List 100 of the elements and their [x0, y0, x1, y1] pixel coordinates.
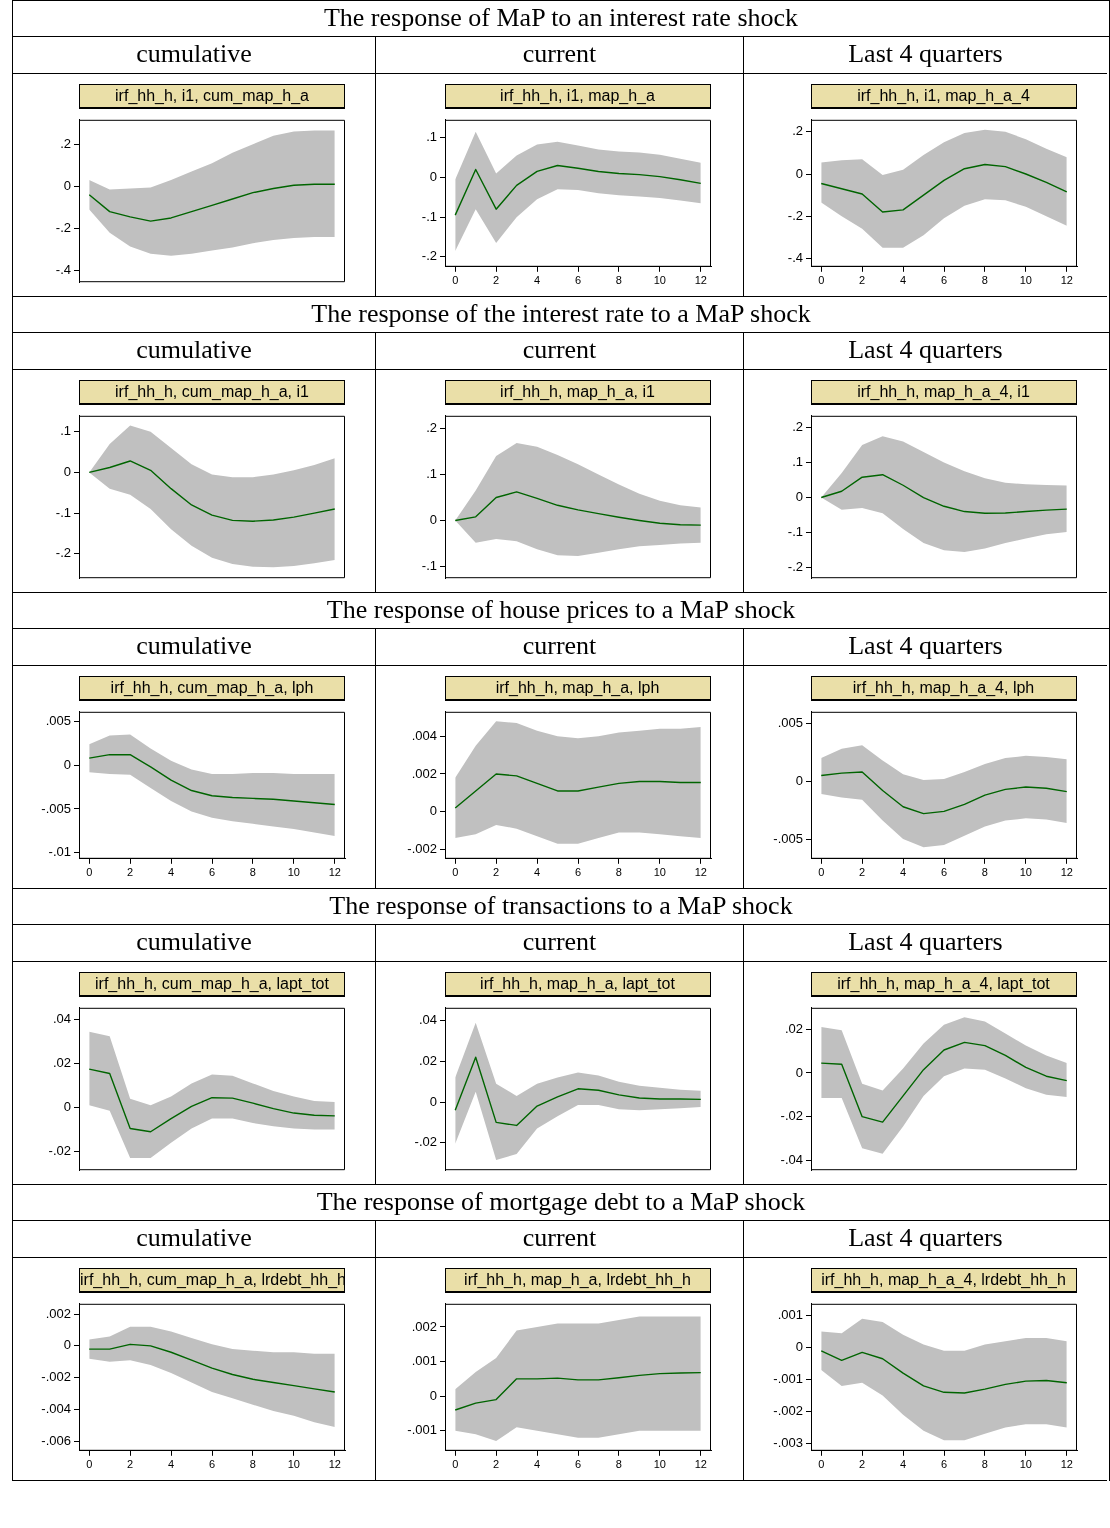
- text: The response of the interest rate to a MaP shock: [311, 299, 811, 328]
- x-tick-label: 0: [817, 866, 824, 879]
- y-tick-label: -.003: [772, 1435, 803, 1451]
- x-tick-label: 12: [1060, 1458, 1073, 1471]
- y-tick-label: .02: [418, 1052, 437, 1068]
- chart-title: irf_hh_h, map_h_a, lapt_tot: [444, 972, 711, 997]
- y-tick-label: 0: [795, 489, 803, 505]
- x-tick-label: 6: [940, 866, 947, 879]
- y-tick-label: -.005: [772, 830, 803, 846]
- x-tick-label: 12: [1060, 274, 1073, 287]
- x-tick-label: 12: [328, 866, 341, 879]
- x-tick-label: 8: [615, 274, 622, 287]
- chart-title: irf_hh_h, cum_map_h_a, lapt_tot: [79, 972, 345, 997]
- x-tick-label: 6: [574, 866, 581, 879]
- y-tick-label: -.1: [55, 504, 71, 520]
- x-tick-label: 2: [127, 1458, 134, 1471]
- x-tick-label: 12: [328, 1458, 341, 1471]
- x-tick-label: 8: [615, 866, 622, 879]
- y-tick-label: -.001: [406, 1422, 437, 1438]
- y-tick-label: .2: [425, 419, 437, 435]
- x-tick-label: 6: [940, 274, 947, 287]
- y-tick-label: .001: [777, 1307, 803, 1323]
- y-tick-label: .02: [784, 1020, 803, 1036]
- x-tick-label: 6: [940, 1458, 947, 1471]
- x-tick-label: 0: [451, 1458, 458, 1471]
- y-tick-label: -.1: [421, 558, 437, 574]
- x-tick-label: 2: [492, 866, 499, 879]
- chart-title: irf_hh_h, map_h_a_4, i1: [810, 380, 1077, 405]
- y-tick-label: -.01: [48, 844, 71, 860]
- x-tick-label: 8: [249, 1458, 256, 1471]
- y-tick-label: 0: [429, 803, 437, 819]
- x-tick-label: 2: [127, 866, 134, 879]
- x-tick-label: 4: [899, 866, 906, 879]
- y-tick-label: .001: [411, 1353, 437, 1369]
- y-tick-label: -.002: [41, 1369, 71, 1385]
- chart-subtitle: cumulative: [13, 629, 375, 666]
- chart-subtitle: cumulative: [13, 333, 375, 370]
- y-tick-label: 0: [63, 177, 71, 193]
- x-tick-label: 12: [694, 866, 707, 879]
- y-tick-label: -.004: [41, 1401, 71, 1417]
- y-tick-label: -.2: [55, 545, 71, 561]
- y-tick-label: .1: [425, 465, 437, 481]
- y-tick-label: 0: [63, 463, 71, 479]
- chart-subtitle: Last 4 quarters: [744, 333, 1107, 370]
- y-tick-label: .004: [411, 727, 437, 743]
- x-tick-label: 6: [574, 274, 581, 287]
- x-tick-label: 10: [653, 866, 666, 879]
- x-tick-label: 6: [208, 866, 216, 879]
- chart-title: irf_hh_h, cum_map_h_a, i1: [79, 380, 345, 405]
- y-tick-label: -.04: [780, 1151, 803, 1167]
- x-tick-label: 10: [1019, 274, 1032, 287]
- x-tick-label: 8: [615, 1458, 622, 1471]
- x-tick-label: 12: [1060, 866, 1073, 879]
- x-tick-label: 12: [694, 274, 707, 287]
- x-tick-label: 6: [574, 1458, 581, 1471]
- y-tick-label: -.4: [55, 262, 71, 278]
- chart-title: irf_hh_h, cum_map_h_a, lrdebt_hh_h: [79, 1268, 346, 1293]
- x-tick-label: 2: [858, 274, 865, 287]
- x-tick-label: 12: [694, 1458, 707, 1471]
- y-tick-label: .1: [791, 454, 803, 470]
- x-tick-label: 10: [1019, 866, 1032, 879]
- chart-subtitle: Last 4 quarters: [744, 1221, 1107, 1258]
- x-tick-label: 0: [86, 866, 93, 879]
- x-tick-label: 8: [981, 866, 988, 879]
- y-tick-label: .1: [425, 129, 437, 145]
- chart-title: irf_hh_h, map_h_a, lph: [444, 676, 711, 701]
- chart-subtitle: cumulative: [13, 1221, 375, 1258]
- chart-subtitle: current: [376, 629, 743, 666]
- x-tick-label: 6: [208, 1458, 216, 1471]
- chart-subtitle: Last 4 quarters: [744, 37, 1107, 74]
- chart-subtitle: current: [376, 333, 743, 370]
- y-tick-label: 0: [63, 1337, 71, 1353]
- y-tick-label: .002: [45, 1305, 71, 1321]
- y-tick-label: .005: [45, 713, 71, 728]
- y-tick-label: 0: [63, 756, 71, 772]
- y-tick-label: -.002: [406, 840, 437, 856]
- x-tick-label: 0: [86, 1458, 93, 1471]
- text: The response of mortgage debt to a MaP shock: [316, 1187, 806, 1216]
- y-tick-label: 0: [429, 512, 437, 528]
- y-tick-label: .1: [60, 423, 71, 439]
- y-tick-label: .04: [418, 1012, 437, 1028]
- text: The response of house prices to a MaP shock: [326, 595, 796, 624]
- chart-title: irf_hh_h, map_h_a_4, lph: [810, 676, 1077, 701]
- x-tick-label: 10: [1019, 1458, 1032, 1471]
- chart-subtitle: cumulative: [13, 37, 375, 74]
- x-tick-label: 4: [533, 866, 540, 879]
- y-tick-label: 0: [795, 1064, 803, 1080]
- y-tick-label: 0: [795, 772, 803, 788]
- chart-title: irf_hh_h, i1, map_h_a: [444, 84, 711, 109]
- y-tick-label: -.2: [55, 220, 71, 236]
- chart-subtitle: current: [376, 925, 743, 962]
- y-tick-label: 0: [795, 165, 803, 181]
- chart-title: irf_hh_h, i1, cum_map_h_a: [79, 84, 345, 109]
- x-tick-label: 8: [981, 1458, 988, 1471]
- y-tick-label: .2: [60, 135, 71, 151]
- x-tick-label: 10: [287, 1458, 300, 1471]
- x-tick-label: 8: [981, 274, 988, 287]
- y-tick-label: -.02: [48, 1143, 71, 1159]
- y-tick-label: 0: [795, 1339, 803, 1355]
- chart-title: irf_hh_h, map_h_a_4, lrdebt_hh_h: [810, 1268, 1077, 1293]
